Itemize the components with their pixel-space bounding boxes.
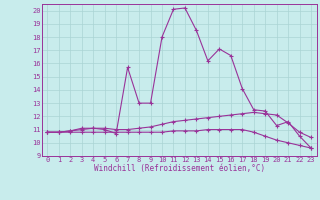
X-axis label: Windchill (Refroidissement éolien,°C): Windchill (Refroidissement éolien,°C)	[94, 164, 265, 173]
